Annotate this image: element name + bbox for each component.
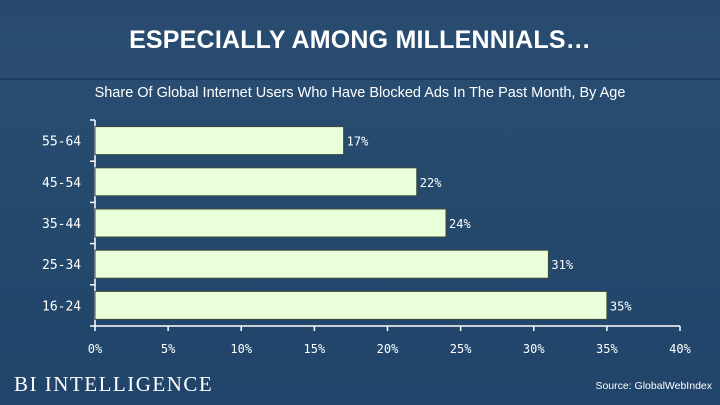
- category-label: 55-64: [42, 135, 81, 150]
- bar: [94, 208, 447, 238]
- x-tick-label: 30%: [523, 342, 545, 356]
- category-label: 16-24: [42, 299, 81, 314]
- category-label: 25-34: [42, 258, 81, 273]
- value-label: 31%: [551, 258, 573, 272]
- value-label: 24%: [449, 217, 471, 231]
- bar: [94, 167, 418, 197]
- slide-title: ESPECIALLY AMONG MILLENNIALS…: [129, 26, 591, 54]
- bar: [94, 290, 608, 320]
- x-tick-label: 25%: [450, 342, 472, 356]
- x-tick-label: 5%: [161, 342, 176, 356]
- x-tick-label: 35%: [596, 342, 618, 356]
- category-label: 35-44: [42, 217, 81, 232]
- x-tick-label: 15%: [304, 342, 326, 356]
- bar: [94, 249, 549, 279]
- bi-intelligence-logo: BI INTELLIGENCE: [14, 372, 214, 396]
- value-label: 17%: [347, 135, 369, 149]
- title-band: ESPECIALLY AMONG MILLENNIALS…: [0, 0, 720, 80]
- x-tick-label: 10%: [230, 342, 252, 356]
- value-label: 35%: [610, 299, 632, 313]
- x-tick-label: 20%: [377, 342, 399, 356]
- chart-title: Share Of Global Internet Users Who Have …: [94, 85, 626, 101]
- value-label: 22%: [420, 176, 442, 190]
- source-note: Source: GlobalWebIndex: [595, 380, 712, 392]
- x-tick-label: 40%: [669, 342, 691, 356]
- category-label: 45-54: [42, 176, 81, 191]
- bar: [94, 126, 345, 156]
- x-tick-label: 0%: [88, 342, 103, 356]
